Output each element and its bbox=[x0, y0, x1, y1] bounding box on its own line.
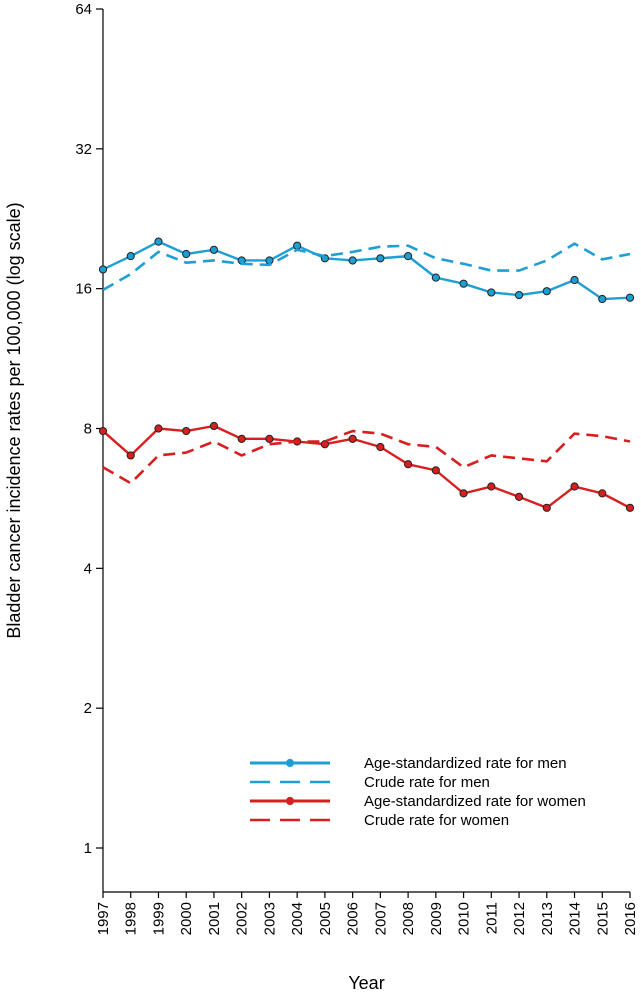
legend-label: Age-standardized rate for men bbox=[364, 755, 567, 772]
legend-label: Crude rate for women bbox=[364, 812, 509, 829]
data-point bbox=[487, 482, 496, 491]
data-point bbox=[570, 482, 579, 491]
legend-label: Crude rate for men bbox=[364, 774, 490, 791]
y-tick-label: 64 bbox=[75, 1, 92, 18]
x-tick-label: 2011 bbox=[483, 902, 500, 934]
x-tick-label: 2009 bbox=[428, 902, 445, 935]
x-tick-label: 2008 bbox=[400, 902, 417, 935]
data-point bbox=[542, 503, 551, 512]
x-tick-label: 2002 bbox=[234, 902, 251, 935]
series-layer bbox=[98, 237, 635, 512]
series-line-2 bbox=[102, 242, 631, 292]
y-tick-label: 8 bbox=[84, 421, 92, 438]
data-point bbox=[98, 265, 108, 274]
data-point bbox=[625, 293, 635, 302]
data-point bbox=[598, 294, 607, 304]
y-tick-label: 1 bbox=[84, 840, 92, 857]
y-tick-label: 2 bbox=[84, 700, 92, 717]
y-tick-label: 16 bbox=[75, 281, 92, 298]
y-axis-title: Bladder cancer incidence rates per 100,0… bbox=[4, 202, 24, 638]
series-line-1 bbox=[102, 240, 631, 301]
data-point bbox=[404, 460, 413, 469]
data-point bbox=[154, 237, 163, 246]
x-tick-label: 2012 bbox=[511, 902, 528, 935]
data-point bbox=[348, 256, 357, 265]
x-tick-label: 2001 bbox=[206, 902, 223, 935]
data-point bbox=[126, 252, 135, 261]
data-point bbox=[182, 426, 191, 436]
data-point bbox=[404, 252, 413, 261]
data-point bbox=[487, 288, 496, 297]
data-point bbox=[265, 434, 274, 443]
axes: 1 2 4 8 16 32 64 1997 1998 1999 2000 2001 2002 2003 20… bbox=[75, 1, 639, 935]
data-point bbox=[459, 279, 468, 288]
data-point bbox=[237, 434, 246, 443]
data-point bbox=[376, 254, 385, 263]
data-point bbox=[459, 489, 468, 498]
x-tick-label: 1998 bbox=[123, 902, 140, 935]
x-tick-label: 2013 bbox=[539, 902, 556, 935]
data-point bbox=[182, 249, 191, 259]
data-point bbox=[293, 241, 302, 250]
data-point bbox=[542, 287, 551, 296]
legend-marker bbox=[285, 758, 295, 768]
x-tick-label: 1999 bbox=[150, 902, 167, 935]
data-point bbox=[625, 503, 635, 512]
x-tick-label: 2010 bbox=[456, 902, 473, 935]
data-point bbox=[431, 466, 440, 475]
data-point bbox=[514, 492, 524, 501]
x-tick-label: 2014 bbox=[567, 902, 584, 935]
x-tick-label: 2000 bbox=[178, 902, 195, 935]
x-tick-label: 2005 bbox=[317, 902, 334, 935]
x-tick-label: 2003 bbox=[261, 902, 278, 935]
data-point bbox=[98, 426, 108, 436]
x-axis-title: Year bbox=[348, 973, 384, 993]
legend: Age-standardized rate for men Crude rate … bbox=[250, 755, 586, 829]
data-point bbox=[126, 451, 135, 460]
y-tick-label: 4 bbox=[84, 560, 92, 577]
data-point bbox=[514, 290, 524, 300]
data-point bbox=[376, 442, 385, 452]
x-tick-label: 2016 bbox=[622, 902, 639, 935]
x-tick-label: 2007 bbox=[372, 902, 389, 935]
x-tick-label: 1997 bbox=[95, 902, 112, 935]
x-tick-label: 2015 bbox=[594, 902, 611, 935]
data-point bbox=[209, 421, 219, 431]
data-point bbox=[598, 489, 607, 498]
data-point bbox=[209, 245, 219, 254]
data-point bbox=[348, 434, 357, 443]
data-point bbox=[154, 424, 163, 433]
x-tick-label: 2006 bbox=[345, 902, 362, 935]
series-line-4 bbox=[102, 429, 631, 485]
data-point bbox=[570, 275, 579, 285]
x-tick-label: 2004 bbox=[289, 902, 306, 935]
legend-marker bbox=[285, 796, 295, 806]
data-point bbox=[265, 256, 274, 265]
legend-label: Age-standardized rate for women bbox=[364, 793, 586, 810]
series-line-3 bbox=[102, 424, 631, 509]
y-tick-label: 32 bbox=[75, 141, 92, 158]
data-point bbox=[431, 273, 440, 282]
data-point bbox=[320, 440, 329, 449]
